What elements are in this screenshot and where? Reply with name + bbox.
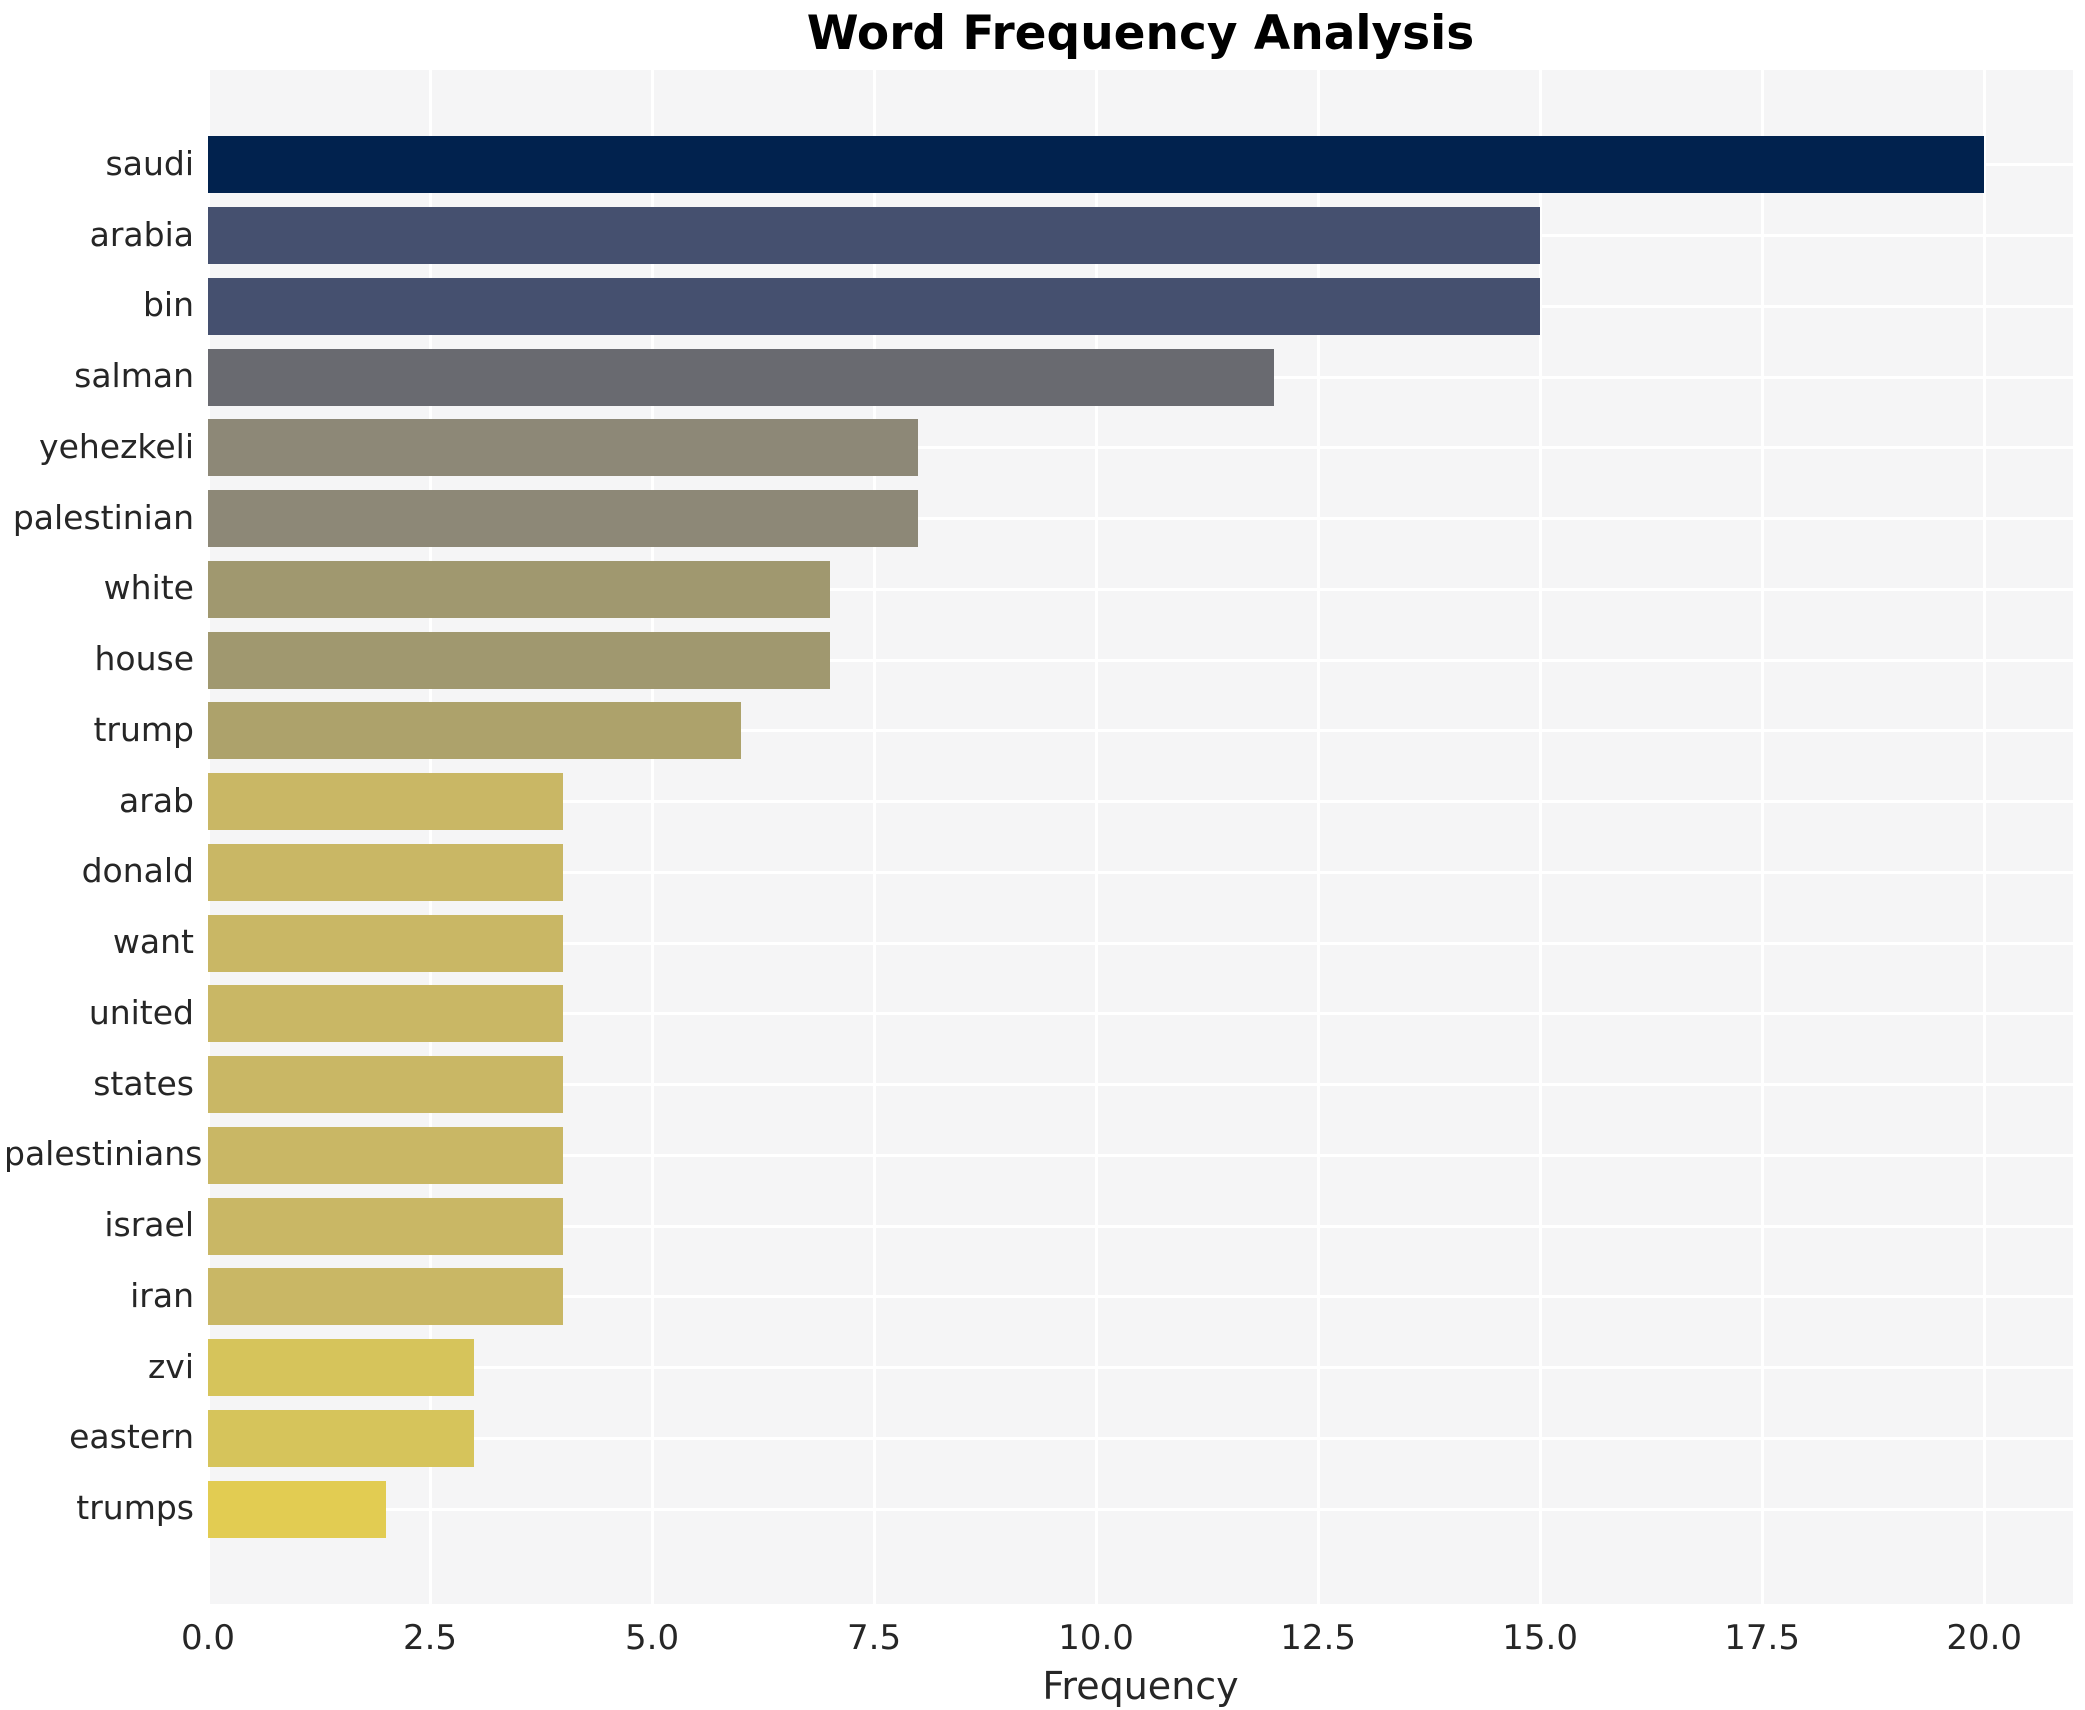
- y-tick-label-trump: trump: [93, 709, 194, 749]
- y-tick-label-want: want: [112, 922, 194, 962]
- y-tick-label-yehezkeli: yehezkeli: [39, 426, 194, 466]
- x-tick-label-2.5: 2.5: [402, 1618, 458, 1658]
- bar-trumps: [208, 1480, 386, 1538]
- horizontal-gridline: [208, 941, 2073, 945]
- bar-arab: [208, 773, 564, 831]
- vertical-gridline: [650, 70, 654, 1604]
- bar-israel: [208, 1197, 564, 1255]
- bar-eastern: [208, 1409, 475, 1467]
- y-tick-label-white: white: [103, 568, 194, 608]
- y-tick-label-palestinian: palestinian: [12, 497, 194, 537]
- x-tick-label-20.0: 20.0: [1946, 1618, 2023, 1658]
- y-tick-label-saudi: saudi: [105, 143, 194, 183]
- bar-bin: [208, 277, 1541, 335]
- bar-palestinians: [208, 1126, 564, 1184]
- y-tick-label-israel: israel: [104, 1205, 194, 1245]
- horizontal-gridline: [208, 729, 2073, 733]
- horizontal-gridline: [208, 870, 2073, 874]
- horizontal-gridline: [208, 587, 2073, 591]
- vertical-gridline: [428, 70, 432, 1604]
- bar-trump: [208, 702, 741, 760]
- bar-donald: [208, 843, 564, 901]
- y-tick-label-arab: arab: [119, 780, 194, 820]
- y-tick-label-salman: salman: [74, 356, 194, 396]
- y-tick-label-united: united: [88, 992, 194, 1032]
- bar-saudi: [208, 136, 1985, 194]
- x-tick-label-7.5: 7.5: [847, 1618, 902, 1658]
- vertical-gridline: [1316, 70, 1320, 1604]
- y-tick-label-bin: bin: [142, 285, 194, 325]
- horizontal-gridline: [208, 1366, 2073, 1370]
- bar-united: [208, 985, 564, 1043]
- vertical-gridline: [206, 70, 210, 1604]
- bar-iran: [208, 1268, 564, 1326]
- y-tick-label-states: states: [93, 1063, 194, 1103]
- horizontal-gridline: [208, 658, 2073, 662]
- plot-area: [206, 70, 2073, 1604]
- x-tick-label-5.0: 5.0: [625, 1618, 680, 1658]
- horizontal-gridline: [208, 1012, 2073, 1016]
- y-tick-label-house: house: [94, 639, 194, 679]
- horizontal-gridline: [208, 517, 2073, 521]
- y-tick-label-palestinians: palestinians: [4, 1134, 203, 1174]
- vertical-gridline: [1982, 70, 1986, 1604]
- y-tick-label-trumps: trumps: [76, 1488, 194, 1528]
- bar-arabia: [208, 207, 1541, 265]
- bar-palestinian: [208, 490, 919, 548]
- bar-white: [208, 560, 830, 618]
- y-tick-label-zvi: zvi: [147, 1346, 194, 1386]
- x-tick-label-0.0: 0.0: [180, 1618, 236, 1658]
- horizontal-gridline: [208, 1083, 2073, 1087]
- chart-title: Word Frequency Analysis: [806, 6, 1475, 61]
- x-tick-label-10.0: 10.0: [1058, 1618, 1134, 1658]
- bar-zvi: [208, 1339, 475, 1397]
- horizontal-gridline: [208, 800, 2073, 804]
- vertical-gridline: [1538, 70, 1542, 1604]
- horizontal-gridline: [208, 1295, 2073, 1299]
- y-tick-label-arabia: arabia: [89, 214, 194, 254]
- x-tick-label-15.0: 15.0: [1502, 1618, 1578, 1658]
- bar-house: [208, 631, 830, 689]
- horizontal-gridline: [208, 1153, 2073, 1157]
- bar-states: [208, 1056, 564, 1114]
- bar-want: [208, 914, 564, 972]
- bar-salman: [208, 348, 1274, 406]
- horizontal-gridline: [208, 1224, 2073, 1228]
- vertical-gridline: [1094, 70, 1098, 1604]
- horizontal-gridline: [208, 1436, 2073, 1440]
- vertical-gridline: [872, 70, 876, 1604]
- vertical-gridline: [1760, 70, 1764, 1604]
- y-tick-label-iran: iran: [130, 1275, 194, 1315]
- y-tick-label-donald: donald: [81, 851, 194, 891]
- y-tick-label-eastern: eastern: [69, 1417, 194, 1457]
- x-axis-label: Frequency: [1042, 1664, 1239, 1708]
- horizontal-gridline: [208, 446, 2073, 450]
- horizontal-gridline: [208, 1507, 2073, 1511]
- x-tick-label-17.5: 17.5: [1724, 1618, 1800, 1658]
- bar-yehezkeli: [208, 419, 919, 477]
- x-tick-label-12.5: 12.5: [1280, 1618, 1356, 1658]
